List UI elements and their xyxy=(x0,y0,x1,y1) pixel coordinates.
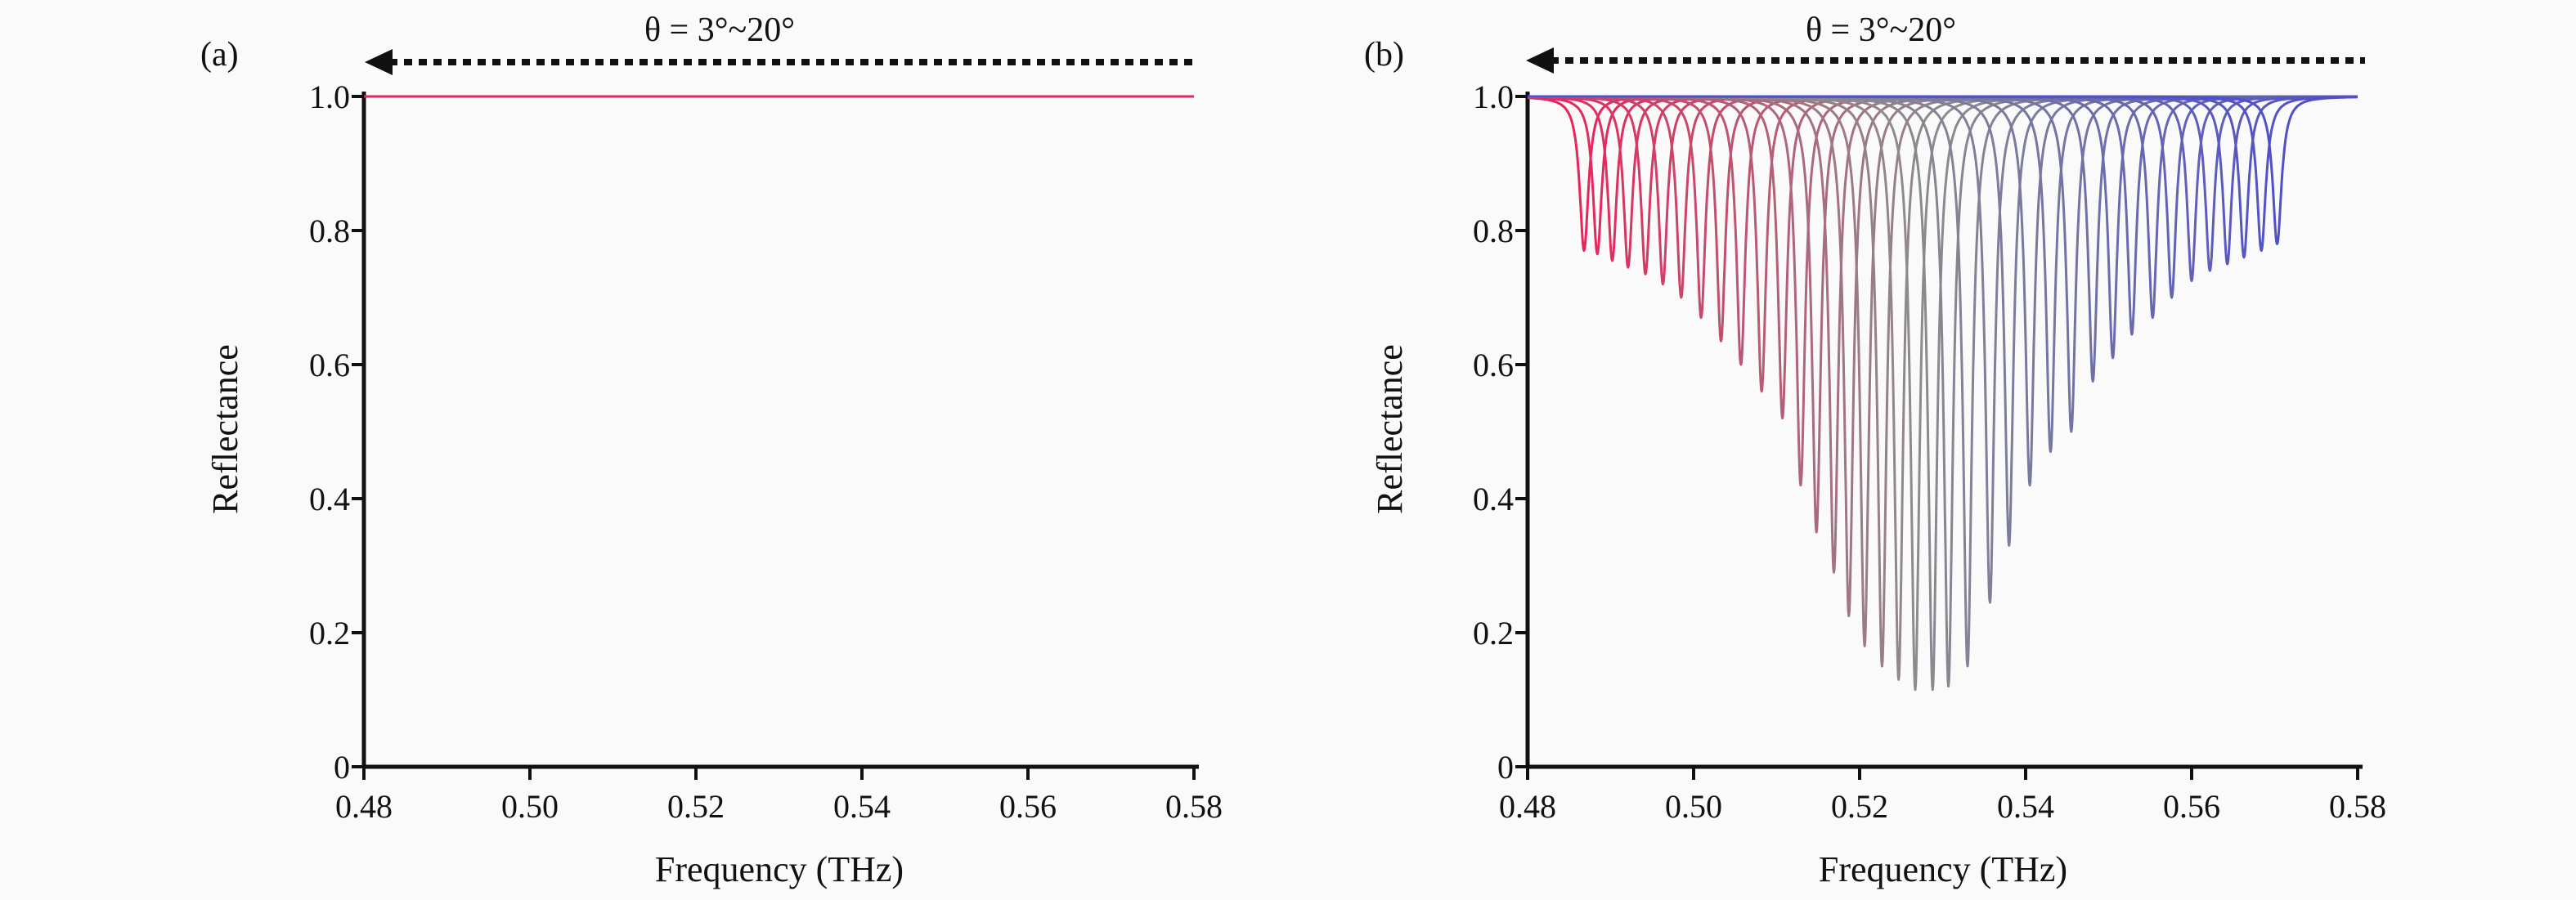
panel-b-ticks xyxy=(1515,95,2359,780)
panel-b-y-axis-label: Reflectance xyxy=(1370,344,1410,514)
panel-a-y-tick-label: 0.2 xyxy=(309,615,350,651)
panel-a: (a) θ = 3°~20° Reflectance Frequency (TH… xyxy=(200,11,1223,889)
panel-b-x-axis-label: Frequency (THz) xyxy=(1819,849,2067,889)
panel-b-x-tick-label: 0.52 xyxy=(1831,788,1888,825)
panel-a-label: (a) xyxy=(200,36,239,74)
panel-a-y-tick-label: 0.6 xyxy=(309,347,350,383)
panel-b-x-tick-label: 0.56 xyxy=(2163,788,2220,825)
panel-a-annotation-text: θ = 3°~20° xyxy=(644,11,795,49)
panel-b-y-tick-label: 0.4 xyxy=(1473,481,1514,517)
panel-b-x-tick-label: 0.50 xyxy=(1665,788,1722,825)
panel-a-y-tick-label: 0.4 xyxy=(309,481,350,517)
panel-a-y-tick-label: 1.0 xyxy=(309,78,350,115)
panel-b-series-line xyxy=(1528,95,2358,245)
panel-a-y-tick-label: 0 xyxy=(334,749,350,786)
panel-a-y-tick-label: 0.8 xyxy=(309,213,350,249)
panel-a-x-tick-label: 0.50 xyxy=(501,788,559,825)
panel-b-y-tick-label: 1.0 xyxy=(1473,78,1514,115)
panel-a-x-tick-label: 0.58 xyxy=(1165,788,1223,825)
panel-b-annotation-text: θ = 3°~20° xyxy=(1806,11,1956,49)
panel-b-x-tick-label: 0.58 xyxy=(2329,788,2386,825)
panel-b-y-tick-label: 0.2 xyxy=(1473,615,1514,651)
panel-a-x-tick-label: 0.54 xyxy=(833,788,891,825)
panel-b-x-tick-label: 0.54 xyxy=(1997,788,2054,825)
panel-a-y-axis-label: Reflectance xyxy=(205,344,245,514)
panel-b-annotation-arrow-head xyxy=(1526,47,1554,74)
panel-a-x-tick-label: 0.52 xyxy=(667,788,725,825)
panel-b-label: (b) xyxy=(1364,36,1404,74)
panel-a-x-tick-label: 0.48 xyxy=(335,788,393,825)
panel-a-x-tick-label: 0.56 xyxy=(999,788,1057,825)
panel-b: (b) θ = 3°~20° Reflectance Frequency (TH… xyxy=(1364,11,2386,889)
panel-b-plot-area xyxy=(1527,95,2358,692)
panel-b-x-tick-label: 0.48 xyxy=(1499,788,1556,825)
panel-b-y-tick-label: 0.8 xyxy=(1473,213,1514,249)
panel-a-annotation-arrow-head xyxy=(365,49,393,75)
panel-a-x-axis-label: Frequency (THz) xyxy=(655,849,904,889)
panel-a-ticks xyxy=(352,95,1196,780)
panel-b-y-tick-label: 0 xyxy=(1497,749,1514,786)
panel-b-y-tick-label: 0.6 xyxy=(1473,347,1514,383)
